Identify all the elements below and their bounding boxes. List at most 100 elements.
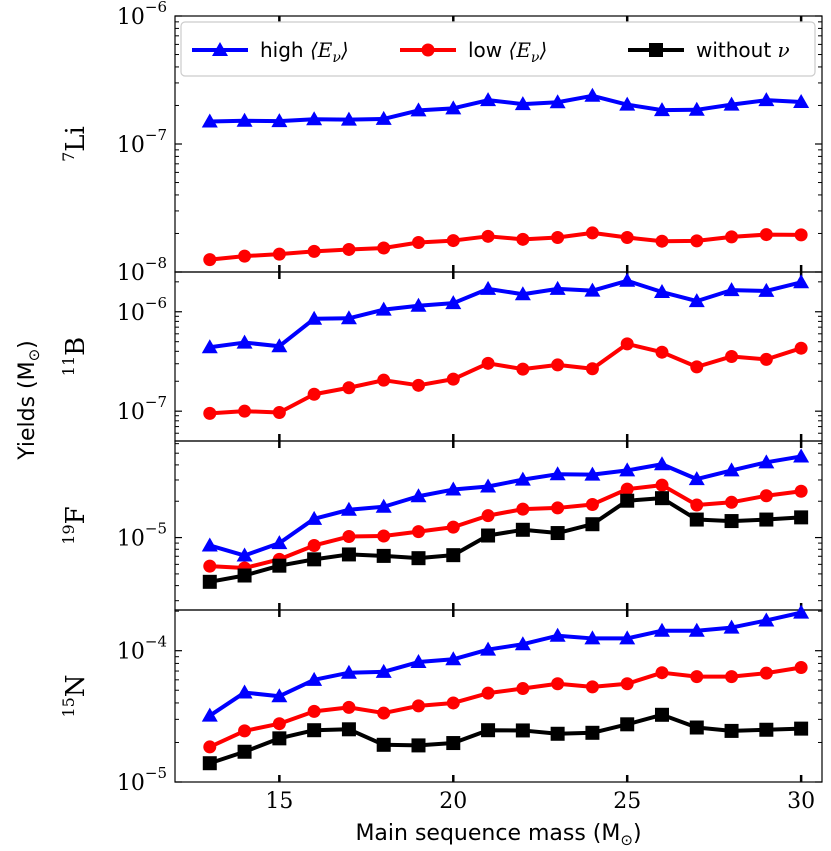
data-point-low	[377, 706, 391, 720]
data-point-high	[410, 654, 427, 669]
data-point-high	[653, 284, 670, 299]
data-point-without	[411, 551, 426, 566]
data-point-low	[342, 530, 356, 544]
legend-label-low: low ⟨Eν⟩	[468, 38, 547, 66]
data-point-low	[411, 699, 425, 713]
data-point-high	[445, 481, 462, 496]
data-point-without	[481, 528, 496, 543]
data-point-low	[203, 559, 217, 573]
data-point-high	[410, 102, 427, 117]
data-point-high	[340, 501, 357, 516]
data-point-high	[514, 471, 531, 486]
data-point-low	[620, 677, 634, 691]
data-point-high	[480, 280, 497, 295]
data-point-high	[306, 310, 323, 325]
data-point-low	[551, 231, 565, 245]
series-without	[202, 707, 809, 771]
data-point-without	[376, 737, 391, 752]
y-tick-label: 10−8	[117, 254, 167, 286]
data-point-without	[550, 526, 565, 541]
data-point-low	[377, 373, 391, 387]
series-high	[201, 604, 810, 722]
data-point-low	[446, 520, 460, 534]
data-point-low	[551, 358, 565, 372]
data-point-without	[202, 574, 217, 589]
data-point-high	[514, 286, 531, 301]
series-line-high	[209, 278, 802, 350]
data-point-high	[271, 535, 288, 550]
data-point-high	[549, 94, 566, 109]
data-point-without	[446, 548, 461, 563]
panel-label-b: 11B	[59, 337, 91, 376]
data-point-high	[236, 334, 253, 349]
series-high	[201, 448, 810, 562]
data-point-low	[725, 349, 739, 363]
data-point-without	[654, 707, 669, 722]
y-tick-label: 10−7	[117, 393, 167, 425]
series-line-low	[209, 341, 802, 416]
data-point-high	[619, 630, 636, 645]
data-point-high	[723, 282, 740, 297]
data-point-without	[689, 512, 704, 527]
data-point-high	[723, 462, 740, 477]
data-point-high	[271, 113, 288, 128]
data-point-low	[377, 241, 391, 255]
data-point-without	[341, 722, 356, 737]
data-point-high	[445, 295, 462, 310]
data-point-low	[307, 387, 321, 401]
series-high	[201, 272, 810, 354]
data-point-high	[340, 664, 357, 679]
data-point-low	[411, 236, 425, 250]
data-point-low	[411, 525, 425, 539]
series-line-high	[209, 454, 802, 558]
data-point-low	[481, 686, 495, 700]
data-point-high	[340, 111, 357, 126]
series-line-low	[209, 230, 802, 262]
data-point-low	[342, 242, 356, 256]
data-point-high	[758, 92, 775, 107]
data-point-high	[549, 466, 566, 481]
legend: high ⟨Eν⟩ low ⟨Eν⟩ without ν	[180, 21, 816, 77]
data-point-high	[653, 456, 670, 471]
data-point-without	[307, 552, 322, 567]
data-point-low	[272, 405, 286, 419]
data-point-high	[758, 612, 775, 627]
data-point-low	[342, 700, 356, 714]
series-line-high	[209, 93, 802, 124]
data-point-low	[272, 717, 286, 731]
data-point-high	[201, 707, 218, 722]
data-point-low	[655, 666, 669, 680]
data-point-low	[238, 404, 252, 418]
data-point-without	[272, 558, 287, 573]
data-point-low	[342, 381, 356, 395]
data-point-high	[584, 282, 601, 297]
data-point-low	[620, 337, 634, 351]
data-point-low	[725, 670, 739, 684]
data-point-without	[689, 720, 704, 735]
data-point-low	[307, 538, 321, 552]
data-point-high	[793, 604, 810, 619]
panel-f: 10−5 19F	[59, 440, 823, 611]
data-point-without	[724, 723, 739, 738]
data-point-low	[551, 677, 565, 691]
data-point-low	[203, 253, 217, 267]
data-point-without	[794, 510, 809, 525]
data-point-low	[725, 495, 739, 509]
data-point-low	[759, 352, 773, 366]
data-point-low	[203, 406, 217, 420]
data-point-high	[793, 93, 810, 108]
data-point-low	[585, 497, 599, 511]
data-point-high	[375, 663, 392, 678]
y-tick-label: 10−6	[117, 294, 167, 326]
x-tick-label: 20	[439, 789, 467, 814]
data-point-high	[236, 547, 253, 562]
data-point-high	[340, 310, 357, 325]
x-tick-label: 15	[265, 789, 293, 814]
data-point-high	[758, 282, 775, 297]
legend-marker-without	[649, 43, 663, 57]
y-axis-title: Yields (M⊙)	[15, 340, 43, 461]
data-point-low	[307, 704, 321, 718]
data-point-high	[688, 101, 705, 116]
data-point-high	[688, 471, 705, 486]
data-point-high	[688, 293, 705, 308]
